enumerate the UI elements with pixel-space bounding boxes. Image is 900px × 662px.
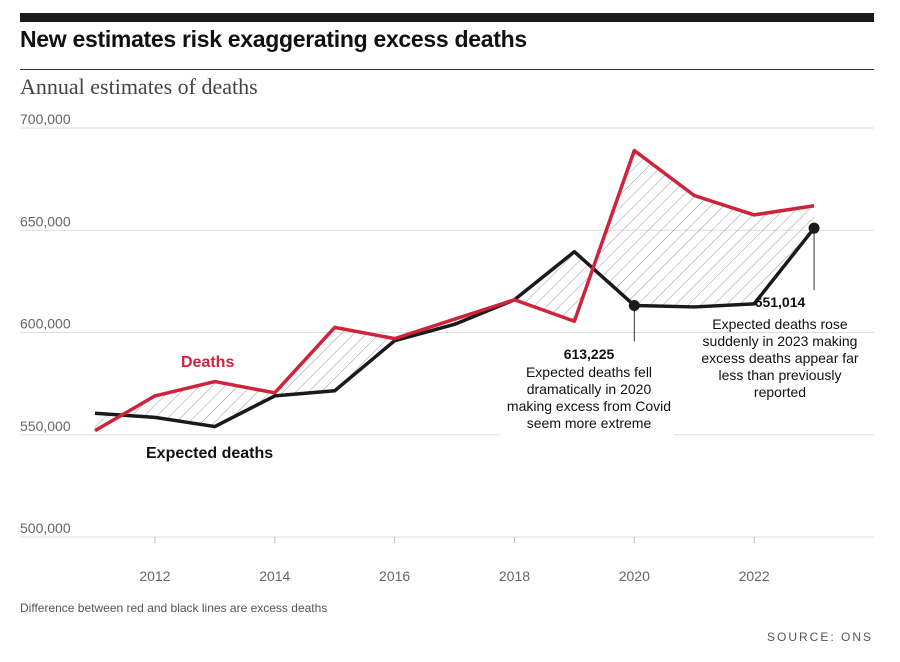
annotation-2023-text-line: reported: [754, 384, 806, 400]
x-tick-label: 2016: [379, 568, 410, 584]
annotation-2023-value: 651,014: [755, 294, 806, 310]
annotation-2023-text-line: less than previously: [719, 367, 842, 383]
annotation-2023-marker: [808, 222, 820, 234]
footnote: Difference between red and black lines a…: [20, 601, 328, 615]
chart-subtitle: Annual estimates of deaths: [20, 74, 258, 99]
x-tick-label: 2014: [259, 568, 290, 584]
x-tick-label: 2022: [739, 568, 770, 584]
y-tick-label: 600,000: [20, 316, 71, 332]
excess-deaths-hatched-area: [95, 150, 815, 431]
annotation-2020-marker: [628, 299, 640, 311]
annotation-2020-value: 613,225: [564, 346, 615, 362]
deaths-series-label: Deaths: [181, 354, 234, 371]
y-tick-label: 650,000: [20, 213, 71, 229]
annotation-2023-text-line: Expected deaths rose: [712, 316, 848, 332]
annotation-2020-backdrop: [500, 344, 674, 438]
y-tick-label: 550,000: [20, 418, 71, 434]
headline: New estimates risk exaggerating excess d…: [20, 26, 527, 52]
annotation-2020-text-line: dramatically in 2020: [527, 381, 652, 397]
annotation-2023-text-line: excess deaths appear far: [701, 350, 859, 366]
expected-deaths-line: [94, 227, 816, 429]
source-credit: SOURCE: ONS: [766, 630, 873, 644]
y-tick-label: 500,000: [20, 520, 71, 536]
annotation-2020-text-line: Expected deaths fell: [526, 364, 652, 380]
deaths-line: [94, 148, 815, 433]
x-tick-label: 2020: [619, 568, 650, 584]
annotation-2020-text-line: making excess from Covid: [507, 398, 671, 414]
x-tick-label: 2018: [499, 568, 530, 584]
header-rule: [20, 69, 874, 70]
expected-deaths-series-label: Expected deaths: [146, 445, 273, 462]
y-tick-label: 700,000: [20, 111, 71, 127]
annotation-2020-text-line: seem more extreme: [527, 415, 652, 431]
header-bar: [20, 13, 874, 22]
x-tick-label: 2012: [139, 568, 170, 584]
annotation-2023-text-line: suddenly in 2023 making: [703, 333, 858, 349]
